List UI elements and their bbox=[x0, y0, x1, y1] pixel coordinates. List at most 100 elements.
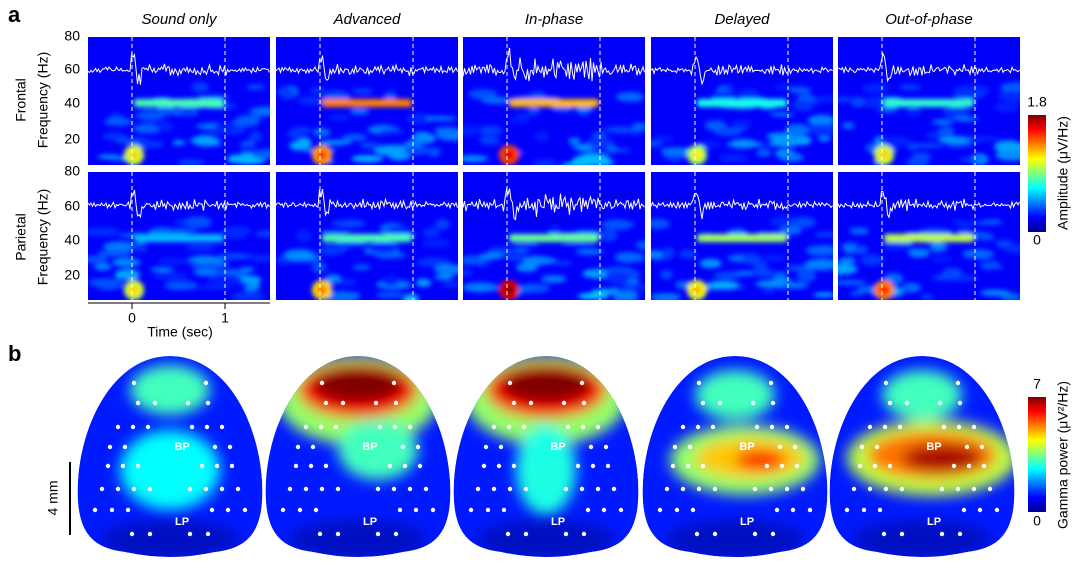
electrode bbox=[320, 487, 324, 491]
electrode bbox=[206, 532, 210, 536]
electrode bbox=[186, 401, 190, 405]
electrode bbox=[665, 487, 669, 491]
electrode bbox=[681, 487, 685, 491]
texture bbox=[156, 121, 173, 132]
texture bbox=[246, 84, 265, 90]
electrode bbox=[564, 532, 568, 536]
y-tick-label: 80 bbox=[64, 163, 80, 179]
electrode bbox=[148, 487, 152, 491]
texture bbox=[652, 136, 675, 141]
electrode bbox=[110, 508, 114, 512]
electrode bbox=[418, 464, 422, 468]
hotspot bbox=[120, 430, 220, 510]
texture bbox=[158, 259, 189, 263]
electrode bbox=[469, 508, 473, 512]
electrode bbox=[190, 425, 194, 429]
texture bbox=[660, 270, 672, 279]
electrode bbox=[801, 487, 805, 491]
texture bbox=[562, 243, 596, 247]
electrode bbox=[524, 487, 528, 491]
electrode-label: BP bbox=[362, 441, 377, 453]
electrode bbox=[309, 464, 313, 468]
electrode bbox=[393, 425, 397, 429]
electrode bbox=[204, 487, 208, 491]
electrode bbox=[697, 381, 701, 385]
electrode bbox=[606, 464, 610, 468]
electrode-label: LP bbox=[175, 516, 189, 528]
electrode bbox=[228, 445, 232, 449]
electrode bbox=[131, 425, 135, 429]
texture bbox=[553, 260, 572, 266]
texture bbox=[902, 283, 921, 293]
texture bbox=[962, 249, 994, 258]
axis-label: Frequency (Hz) bbox=[35, 189, 51, 285]
electrode bbox=[512, 464, 516, 468]
texture bbox=[81, 256, 108, 263]
gamma-band bbox=[884, 99, 974, 107]
texture bbox=[878, 108, 898, 114]
electrode bbox=[591, 464, 595, 468]
texture bbox=[613, 291, 638, 302]
colorbar-min: 0 bbox=[1033, 232, 1041, 248]
electrode bbox=[220, 487, 224, 491]
texture bbox=[240, 268, 255, 272]
texture bbox=[435, 275, 454, 280]
texture bbox=[185, 216, 212, 227]
electrode bbox=[713, 532, 717, 536]
texture bbox=[350, 109, 369, 115]
electrode bbox=[586, 508, 590, 512]
onset-core bbox=[129, 285, 139, 295]
texture bbox=[319, 228, 351, 233]
electrode bbox=[121, 464, 125, 468]
electrode bbox=[701, 464, 705, 468]
electrode bbox=[431, 508, 435, 512]
texture bbox=[481, 126, 503, 136]
texture bbox=[615, 252, 642, 262]
texture bbox=[953, 117, 978, 122]
electrode bbox=[100, 487, 104, 491]
electrode bbox=[376, 532, 380, 536]
texture bbox=[218, 253, 251, 260]
electrode bbox=[713, 487, 717, 491]
texture bbox=[435, 219, 449, 229]
texture bbox=[982, 265, 1004, 270]
electrode bbox=[508, 487, 512, 491]
onset-core bbox=[504, 285, 514, 295]
texture bbox=[842, 122, 855, 129]
colorbar-min: 0 bbox=[1033, 513, 1041, 529]
electrode bbox=[888, 464, 892, 468]
texture bbox=[568, 138, 580, 144]
texture bbox=[292, 127, 312, 135]
gamma-band bbox=[697, 99, 787, 107]
spectrogram bbox=[834, 37, 1033, 167]
texture bbox=[88, 278, 123, 287]
texture bbox=[726, 141, 762, 147]
electrode bbox=[116, 425, 120, 429]
texture bbox=[572, 156, 597, 167]
scale-label: 4 mm bbox=[45, 481, 61, 516]
electrode bbox=[341, 401, 345, 405]
electrode bbox=[318, 532, 322, 536]
electrode bbox=[130, 532, 134, 536]
electrode bbox=[148, 532, 152, 536]
electrode bbox=[958, 401, 962, 405]
electrode bbox=[204, 381, 208, 385]
electrode bbox=[771, 401, 775, 405]
texture bbox=[601, 230, 618, 241]
texture bbox=[177, 159, 205, 165]
texture bbox=[377, 253, 395, 258]
spectrogram bbox=[454, 172, 656, 303]
texture bbox=[929, 243, 947, 252]
electrode bbox=[957, 425, 961, 429]
texture bbox=[813, 293, 836, 297]
gamma-band bbox=[697, 234, 787, 242]
onset-core bbox=[692, 150, 702, 160]
hotspot bbox=[313, 367, 403, 403]
electrode bbox=[753, 487, 757, 491]
x-tick-label: 0 bbox=[128, 310, 136, 326]
head-map: BPLP bbox=[643, 356, 828, 560]
electrode bbox=[775, 508, 779, 512]
electrode bbox=[108, 445, 112, 449]
electrode bbox=[507, 425, 511, 429]
